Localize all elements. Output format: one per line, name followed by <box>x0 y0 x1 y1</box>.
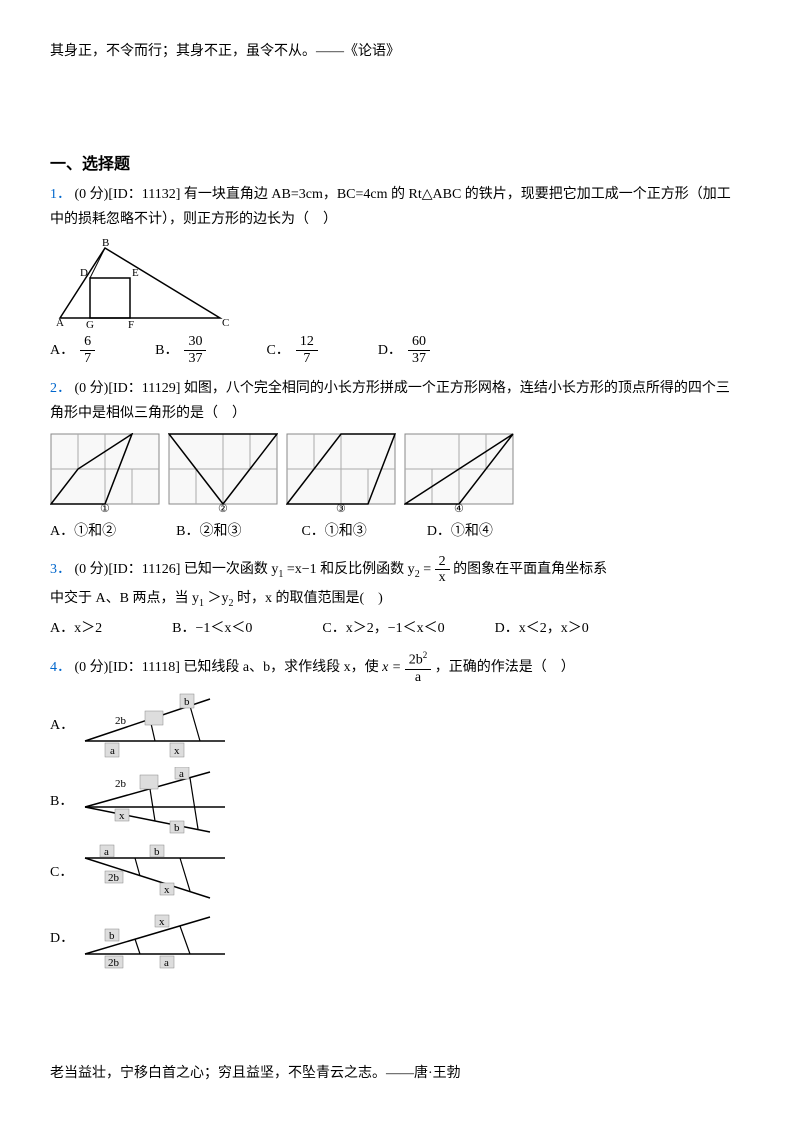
svg-text:G: G <box>86 319 94 328</box>
q4-text-b: ，正确的作法是（ ） <box>435 660 575 675</box>
q4-fraction: 2b2 a <box>405 651 432 684</box>
svg-text:a: a <box>104 846 109 858</box>
q2-opt-c: C．①和③ <box>301 519 366 544</box>
q4-number: 4． <box>50 660 71 675</box>
q4-diagram-c: a b 2b x <box>80 843 230 903</box>
svg-text:x: x <box>119 810 125 822</box>
q3-opt-c: C．x＞2，−1＜x＜0 <box>322 616 444 641</box>
question-4: 4． (0 分)[ID：11118] 已知线段 a、b，求作线段 x，使 x =… <box>50 651 743 968</box>
q4-opt-a-row: A． 2b b a x <box>50 691 743 761</box>
svg-text:2b: 2b <box>108 872 120 884</box>
q3-text-d: 中交于 A、B 两点，当 y <box>50 591 199 606</box>
footer-quote: 老当益壮，宁移白首之心；穷且益坚，不坠青云之志。——唐·王勃 <box>50 1062 461 1082</box>
q3-text-b: =x−1 和反比例函数 y <box>287 562 415 577</box>
svg-text:2b: 2b <box>115 778 127 790</box>
q4-opt-a: A． <box>50 713 80 738</box>
q1-opt-d: D． 6037 <box>378 334 430 366</box>
svg-text:②: ② <box>218 503 228 513</box>
q4-opt-d-row: D． b x 2b a <box>50 909 743 969</box>
question-1: 1． (0 分)[ID：11132] 有一块直角边 AB=3cm，BC=4cm … <box>50 182 743 366</box>
svg-text:B: B <box>102 238 109 249</box>
q1-options: A． 67 B． 3037 C． 127 D． 6037 <box>50 334 743 366</box>
q4-opt-d: D． <box>50 926 80 951</box>
q2-number: 2． <box>50 381 71 396</box>
svg-text:F: F <box>128 319 134 328</box>
svg-text:a: a <box>164 957 169 969</box>
svg-text:x: x <box>159 916 165 928</box>
svg-text:③: ③ <box>336 503 346 513</box>
q2-opt-a: A．①和② <box>50 519 116 544</box>
q2-options: A．①和② B．②和③ C．①和③ D．①和④ <box>50 519 743 544</box>
svg-text:a: a <box>110 745 115 757</box>
svg-text:2b: 2b <box>115 715 127 727</box>
q2-grid-2: ② <box>168 433 278 513</box>
q3-fraction: 2x <box>435 554 450 586</box>
q1-diagram: A B C D E G F <box>50 238 743 328</box>
section-title: 一、选择题 <box>50 150 743 174</box>
svg-text:E: E <box>132 267 139 279</box>
header-quote: 其身正，不令而行；其身不正，虽令不从。——《论语》 <box>50 40 743 60</box>
q3-number: 3． <box>50 562 71 577</box>
q4-diagram-b: 2b a x b <box>80 767 230 837</box>
q1-opt-a: A． 67 <box>50 334 95 366</box>
svg-text:D: D <box>80 267 88 279</box>
q3-text-c: 的图象在平面直角坐标系 <box>453 562 607 577</box>
question-2: 2． (0 分)[ID：11129] 如图，八个完全相同的小长方形拼成一个正方形… <box>50 376 743 544</box>
q1-opt-c: C． 127 <box>266 334 317 366</box>
svg-text:b: b <box>174 822 180 834</box>
svg-text:x: x <box>174 745 180 757</box>
svg-text:①: ① <box>100 503 110 513</box>
q4-prefix: (0 分)[ID：11118] <box>75 660 180 675</box>
q1-number: 1． <box>50 187 71 202</box>
svg-text:b: b <box>154 846 160 858</box>
svg-text:x: x <box>164 884 170 896</box>
q3-text-e: ＞y <box>207 591 228 606</box>
q2-opt-b: B．②和③ <box>176 519 241 544</box>
q1-opt-b: B． 3037 <box>155 334 206 366</box>
q2-diagrams: ① ② ③ ④ <box>50 433 743 513</box>
q4-opt-c-row: C． a b 2b x <box>50 843 743 903</box>
q2-grid-1: ① <box>50 433 160 513</box>
svg-text:④: ④ <box>454 503 464 513</box>
svg-text:A: A <box>56 317 64 328</box>
q3-opt-b: B．−1＜x＜0 <box>172 616 252 641</box>
q4-opt-b: B． <box>50 789 80 814</box>
q4-eq-lhs: x = <box>382 660 401 675</box>
svg-text:a: a <box>179 768 184 780</box>
q4-opt-c: C． <box>50 860 80 885</box>
q4-text-a: 已知线段 a、b，求作线段 x，使 <box>183 660 382 675</box>
question-3: 3． (0 分)[ID：11126] 已知一次函数 y1 =x−1 和反比例函数… <box>50 554 743 642</box>
q3-opt-d: D．x＜2，x＞0 <box>495 616 589 641</box>
q3-text-a: 已知一次函数 y <box>184 562 279 577</box>
q4-opt-b-row: B． 2b a x b <box>50 767 743 837</box>
q2-grid-4: ④ <box>404 433 514 513</box>
svg-text:b: b <box>184 696 190 708</box>
q1-prefix: (0 分)[ID：11132] <box>75 187 181 202</box>
q4-diagram-a: 2b b a x <box>80 691 230 761</box>
svg-text:2b: 2b <box>108 957 120 969</box>
q3-prefix: (0 分)[ID：11126] <box>75 562 181 577</box>
svg-text:C: C <box>222 317 229 328</box>
q4-diagram-d: b x 2b a <box>80 909 230 969</box>
q3-options: A．x＞2 B．−1＜x＜0 C．x＞2，−1＜x＜0 D．x＜2，x＞0 <box>50 616 743 641</box>
q2-grid-3: ③ <box>286 433 396 513</box>
svg-text:b: b <box>109 930 115 942</box>
q2-opt-d: D．①和④ <box>427 519 493 544</box>
q3-opt-a: A．x＞2 <box>50 616 102 641</box>
q2-prefix: (0 分)[ID：11129] <box>75 381 181 396</box>
q3-text-f: 时，x 的取值范围是( ) <box>237 591 383 606</box>
